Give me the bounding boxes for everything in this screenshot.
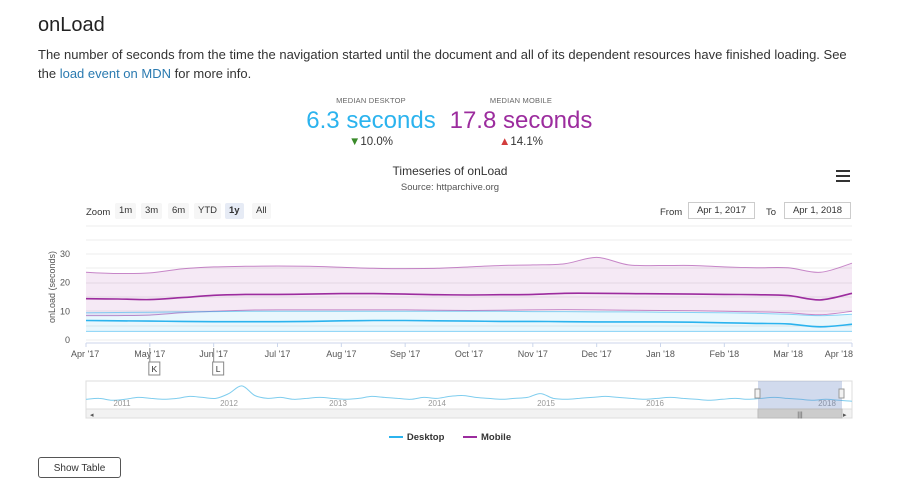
zoom-1m-button[interactable]: 1m: [115, 203, 137, 219]
median-desktop-value: 6.3 seconds: [306, 107, 436, 134]
x-tick-label: Apr '18: [825, 349, 853, 359]
median-mobile-change-value: 14.1%: [510, 136, 543, 148]
chart-legend: Desktop Mobile: [0, 430, 900, 443]
flag-label: L: [216, 364, 221, 374]
navigator-series: [85, 385, 853, 402]
navigator-right-handle: [838, 388, 845, 399]
description-text: The number of seconds from the time the …: [38, 47, 847, 81]
band-upper-mobile: [85, 256, 853, 275]
median-desktop-change-value: 10.0%: [360, 136, 393, 148]
median-desktop: MEDIAN DESKTOP 6.3 seconds ▼10.0%: [296, 96, 446, 148]
range-from-label: From: [660, 207, 683, 218]
y-tick-label: 20: [60, 278, 70, 288]
hamburger-menu-icon[interactable]: [836, 170, 850, 182]
metric-description: The number of seconds from the time the …: [38, 45, 868, 83]
navigator-year-label: 2015: [537, 399, 555, 408]
x-tick-label: Aug '17: [326, 349, 356, 359]
x-tick-label: Mar '18: [773, 349, 803, 359]
y-tick-label: 0: [65, 335, 70, 345]
legend-item-mobile[interactable]: Mobile: [463, 432, 511, 443]
median-mobile-change: ▲14.1%: [446, 136, 596, 148]
y-axis-label: onLoad (seconds): [47, 251, 57, 323]
x-tick-label: Oct '17: [455, 349, 483, 359]
series-line-mobile: [85, 292, 853, 301]
zoom-3m-button[interactable]: 3m: [141, 203, 163, 219]
legend-item-desktop[interactable]: Desktop: [388, 431, 445, 443]
navigator-year-label: 2012: [220, 399, 238, 408]
arrow-up-icon: ▲: [499, 136, 511, 148]
navigator-year-label: 2016: [646, 399, 664, 408]
x-tick-label: Dec '17: [582, 349, 612, 359]
page-title: onLoad: [38, 14, 105, 36]
legend-swatch-desktop: [388, 436, 403, 438]
band-upper-desktop: [85, 310, 853, 317]
flag-box: [212, 361, 225, 376]
scroll-right-icon: ▸: [843, 412, 847, 419]
range-to-label: To: [766, 207, 777, 218]
scroll-left-icon: ◂: [90, 412, 94, 419]
navigator-scrollbar-thumb: [757, 408, 843, 419]
median-mobile: MEDIAN MOBILE 17.8 seconds ▲14.1%: [446, 96, 596, 148]
zoom-label: Zoom: [86, 207, 111, 218]
flag-label: K: [151, 364, 157, 374]
range-from-input[interactable]: Apr 1, 2017: [688, 202, 755, 219]
arrow-down-icon: ▼: [349, 136, 361, 148]
mdn-link[interactable]: load event on MDN: [59, 66, 171, 81]
x-tick-label: Jul '17: [265, 349, 291, 359]
show-table-button[interactable]: Show Table: [38, 457, 121, 478]
legend-label-desktop: Desktop: [406, 431, 445, 443]
band-mobile: [86, 257, 852, 316]
navigator-year-label: 2018: [818, 399, 836, 408]
zoom-all-button[interactable]: All: [252, 203, 271, 219]
flag-box: [148, 361, 161, 376]
x-tick-label: Apr '17: [71, 349, 99, 359]
zoom-1y-button[interactable]: 1y: [225, 203, 244, 219]
navigator-selection: [758, 381, 842, 409]
zoom-ytd-button[interactable]: YTD: [194, 203, 221, 219]
median-desktop-change: ▼10.0%: [296, 136, 446, 148]
chart-subtitle: Source: httparchive.org: [400, 182, 500, 193]
y-tick-label: 10: [60, 306, 70, 316]
legend-label-mobile: Mobile: [481, 431, 512, 443]
x-tick-label: Feb '18: [709, 349, 739, 359]
description-suffix: for more info.: [170, 66, 252, 81]
navigator-year-label: 2013: [329, 399, 347, 408]
scroll-grip-icon: |||: [797, 412, 803, 419]
range-to-input[interactable]: Apr 1, 2018: [784, 202, 851, 219]
y-tick-label: 30: [60, 249, 70, 259]
navigator-scrollbar: [85, 408, 853, 419]
x-tick-label: Jan '18: [646, 349, 675, 359]
x-tick-label: Sep '17: [390, 349, 420, 359]
zoom-6m-button[interactable]: 6m: [168, 203, 190, 219]
navigator-year-label: 2011: [113, 399, 131, 408]
chart-title: Timeseries of onLoad: [392, 164, 508, 178]
legend-swatch-mobile: [463, 436, 478, 438]
median-desktop-label: MEDIAN DESKTOP: [336, 96, 406, 105]
x-tick-label: Nov '17: [518, 349, 548, 359]
navigator-year-label: 2014: [428, 399, 446, 408]
median-mobile-label: MEDIAN MOBILE: [489, 96, 553, 105]
series-line-desktop: [85, 319, 853, 328]
navigator-area: [85, 380, 853, 410]
navigator-left-handle: [754, 388, 761, 399]
median-mobile-value: 17.8 seconds: [449, 107, 593, 134]
